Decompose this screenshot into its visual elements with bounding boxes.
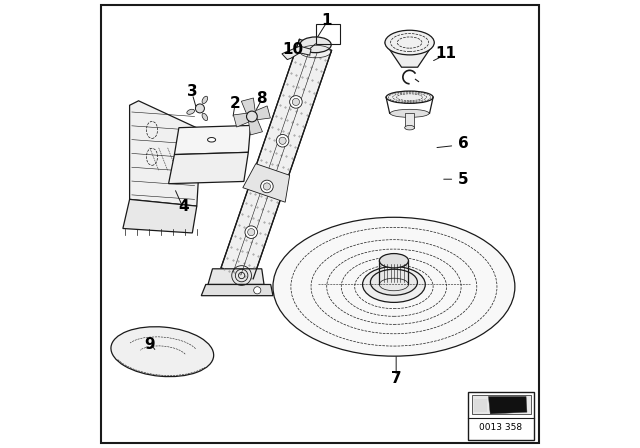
Text: 11: 11 (435, 46, 456, 61)
Ellipse shape (300, 37, 332, 53)
Bar (468, 392, 534, 440)
Ellipse shape (111, 327, 214, 377)
Polygon shape (168, 152, 248, 184)
Ellipse shape (202, 96, 207, 103)
Ellipse shape (390, 109, 429, 117)
Bar (316, 24, 340, 44)
Ellipse shape (202, 113, 207, 121)
Bar (405, 113, 414, 128)
Ellipse shape (273, 217, 515, 356)
Polygon shape (123, 199, 197, 233)
Polygon shape (252, 106, 270, 120)
Text: 1: 1 (321, 13, 332, 28)
Polygon shape (202, 284, 273, 296)
Circle shape (263, 183, 271, 190)
Text: 3: 3 (187, 84, 198, 99)
Ellipse shape (187, 109, 195, 114)
Polygon shape (234, 113, 252, 127)
Polygon shape (130, 101, 202, 206)
Circle shape (260, 180, 273, 193)
Circle shape (195, 104, 204, 113)
Text: 6: 6 (458, 136, 468, 151)
Bar (474, 399, 487, 412)
Ellipse shape (380, 254, 408, 268)
Polygon shape (243, 164, 290, 202)
Circle shape (253, 287, 261, 294)
Circle shape (246, 111, 257, 122)
Polygon shape (488, 396, 527, 414)
Text: 10: 10 (282, 42, 304, 57)
Text: 4: 4 (178, 198, 189, 214)
Bar (472, 395, 531, 414)
Circle shape (292, 99, 300, 106)
Ellipse shape (371, 269, 417, 295)
Polygon shape (221, 39, 332, 279)
Polygon shape (248, 117, 262, 135)
Polygon shape (241, 98, 255, 116)
Ellipse shape (385, 30, 434, 55)
Ellipse shape (362, 267, 426, 302)
Text: 0013 358: 0013 358 (479, 423, 522, 432)
Polygon shape (208, 269, 264, 284)
Text: 5: 5 (458, 172, 468, 187)
Circle shape (290, 96, 302, 108)
Text: 7: 7 (391, 371, 401, 386)
Text: 9: 9 (145, 337, 155, 353)
Polygon shape (282, 46, 311, 60)
Text: 2: 2 (230, 95, 240, 111)
Ellipse shape (207, 138, 216, 142)
Text: 8: 8 (257, 91, 267, 106)
Circle shape (279, 137, 286, 144)
Circle shape (248, 228, 255, 236)
Ellipse shape (386, 91, 433, 103)
Ellipse shape (404, 125, 415, 130)
Polygon shape (385, 43, 435, 67)
Circle shape (245, 226, 257, 238)
Circle shape (276, 134, 289, 147)
Polygon shape (174, 125, 251, 155)
